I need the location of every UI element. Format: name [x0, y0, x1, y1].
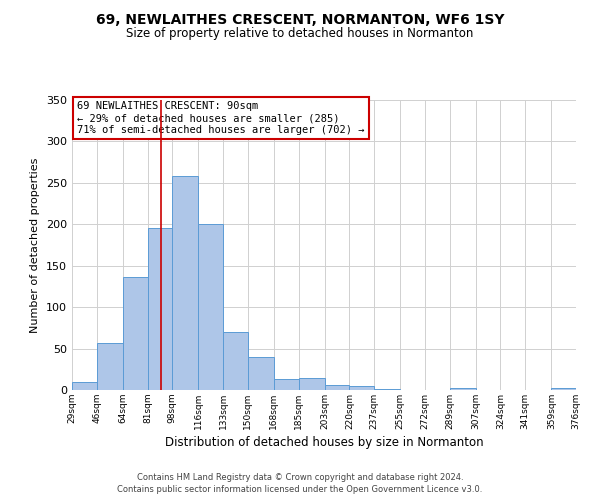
Bar	[325, 385, 349, 390]
Bar	[123, 278, 148, 390]
Bar	[97, 343, 123, 390]
Bar	[349, 386, 374, 390]
Bar	[449, 388, 476, 390]
Text: 69, NEWLAITHES CRESCENT, NORMANTON, WF6 1SY: 69, NEWLAITHES CRESCENT, NORMANTON, WF6 …	[96, 12, 504, 26]
Y-axis label: Number of detached properties: Number of detached properties	[31, 158, 40, 332]
Bar	[72, 382, 97, 390]
Text: Contains public sector information licensed under the Open Government Licence v3: Contains public sector information licen…	[118, 484, 482, 494]
Bar	[172, 176, 199, 390]
Bar	[274, 379, 299, 390]
Text: Size of property relative to detached houses in Normanton: Size of property relative to detached ho…	[127, 28, 473, 40]
Bar	[299, 378, 325, 390]
Text: Contains HM Land Registry data © Crown copyright and database right 2024.: Contains HM Land Registry data © Crown c…	[137, 473, 463, 482]
Bar	[148, 228, 172, 390]
Bar	[374, 389, 400, 390]
Bar	[248, 357, 274, 390]
Text: 69 NEWLAITHES CRESCENT: 90sqm
← 29% of detached houses are smaller (285)
71% of : 69 NEWLAITHES CRESCENT: 90sqm ← 29% of d…	[77, 102, 365, 134]
Text: Distribution of detached houses by size in Normanton: Distribution of detached houses by size …	[164, 436, 484, 449]
Bar	[551, 388, 576, 390]
Bar	[199, 224, 223, 390]
Bar	[223, 332, 248, 390]
